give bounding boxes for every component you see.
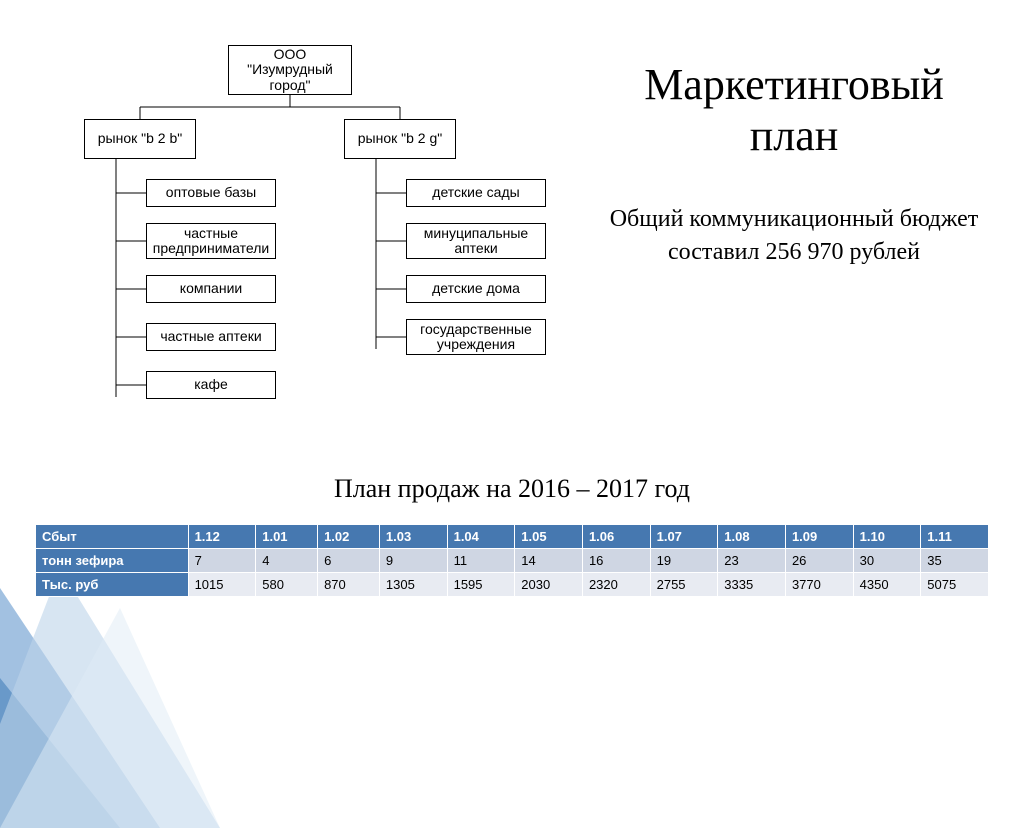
sales-plan-caption: План продаж на 2016 – 2017 год: [0, 474, 1024, 504]
sales-table-month-0: 1.12: [188, 525, 256, 549]
sales-table-cell: 7: [188, 549, 256, 573]
sales-table: Сбыт1.121.011.021.031.041.051.061.071.08…: [35, 524, 989, 597]
orgchart-branch-0-item-4: кафе: [146, 371, 276, 399]
sales-table-cell: 14: [515, 549, 583, 573]
orgchart-branch-1-item-3: государственные учреждения: [406, 319, 546, 355]
sales-table-cell: 4: [256, 549, 318, 573]
sales-table-cell: 23: [718, 549, 786, 573]
sales-table-cell: 2030: [515, 573, 583, 597]
sales-table-row-label: Тыс. руб: [36, 573, 189, 597]
sales-table-month-6: 1.06: [582, 525, 650, 549]
sales-table-row: тонн зефира74691114161923263035: [36, 549, 989, 573]
sales-table-month-2: 1.02: [318, 525, 380, 549]
sales-table-month-3: 1.03: [379, 525, 447, 549]
sales-table-cell: 16: [582, 549, 650, 573]
sales-table-cell: 4350: [853, 573, 921, 597]
orgchart-branch-1-head: рынок "b 2 g": [344, 119, 456, 159]
orgchart: ООО "Изумрудный город" рынок "b 2 b" рын…: [60, 45, 580, 445]
slide-title: Маркетинговый план: [604, 60, 984, 161]
sales-table-cell: 2755: [650, 573, 718, 597]
sales-table-month-9: 1.09: [785, 525, 853, 549]
sales-table-cell: 30: [853, 549, 921, 573]
slide-subtitle: Общий коммуникационный бюджет составил 2…: [604, 203, 984, 268]
orgchart-branch-1-item-0: детские сады: [406, 179, 546, 207]
orgchart-branch-0-item-1: частные предприниматели: [146, 223, 276, 259]
sales-table-header-row: Сбыт1.121.011.021.031.041.051.061.071.08…: [36, 525, 989, 549]
orgchart-branch-0-item-3: частные аптеки: [146, 323, 276, 351]
sales-table-cell: 11: [447, 549, 515, 573]
sales-table-col-header: Сбыт: [36, 525, 189, 549]
orgchart-branch-0-head: рынок "b 2 b": [84, 119, 196, 159]
orgchart-branch-0-item-0: оптовые базы: [146, 179, 276, 207]
sales-table-cell: 26: [785, 549, 853, 573]
sales-table-cell: 1305: [379, 573, 447, 597]
sales-table-cell: 6: [318, 549, 380, 573]
sales-table-month-5: 1.05: [515, 525, 583, 549]
orgchart-branch-1-item-1: минуципальные аптеки: [406, 223, 546, 259]
sales-table-cell: 580: [256, 573, 318, 597]
sales-table-row: Тыс. руб10155808701305159520302320275533…: [36, 573, 989, 597]
orgchart-branch-1-item-2: детские дома: [406, 275, 546, 303]
sales-table-cell: 19: [650, 549, 718, 573]
sales-table-month-7: 1.07: [650, 525, 718, 549]
orgchart-branch-0-item-2: компании: [146, 275, 276, 303]
sales-table-body: тонн зефира74691114161923263035Тыс. руб1…: [36, 549, 989, 597]
sales-table-cell: 35: [921, 549, 989, 573]
sales-table-month-11: 1.11: [921, 525, 989, 549]
background-decoration: [0, 568, 220, 828]
sales-table-head: Сбыт1.121.011.021.031.041.051.061.071.08…: [36, 525, 989, 549]
sales-table-cell: 9: [379, 549, 447, 573]
sales-table-cell: 5075: [921, 573, 989, 597]
sales-table-cell: 2320: [582, 573, 650, 597]
sales-table-cell: 1015: [188, 573, 256, 597]
sales-table-row-label: тонн зефира: [36, 549, 189, 573]
sales-table-month-1: 1.01: [256, 525, 318, 549]
sales-table-cell: 870: [318, 573, 380, 597]
slide: Маркетинговый план Общий коммуникационны…: [0, 0, 1024, 768]
title-block: Маркетинговый план Общий коммуникационны…: [604, 60, 984, 268]
sales-table-month-8: 1.08: [718, 525, 786, 549]
sales-table-cell: 3335: [718, 573, 786, 597]
orgchart-root: ООО "Изумрудный город": [228, 45, 352, 95]
sales-table-month-4: 1.04: [447, 525, 515, 549]
sales-table-month-10: 1.10: [853, 525, 921, 549]
sales-table-cell: 3770: [785, 573, 853, 597]
sales-table-cell: 1595: [447, 573, 515, 597]
